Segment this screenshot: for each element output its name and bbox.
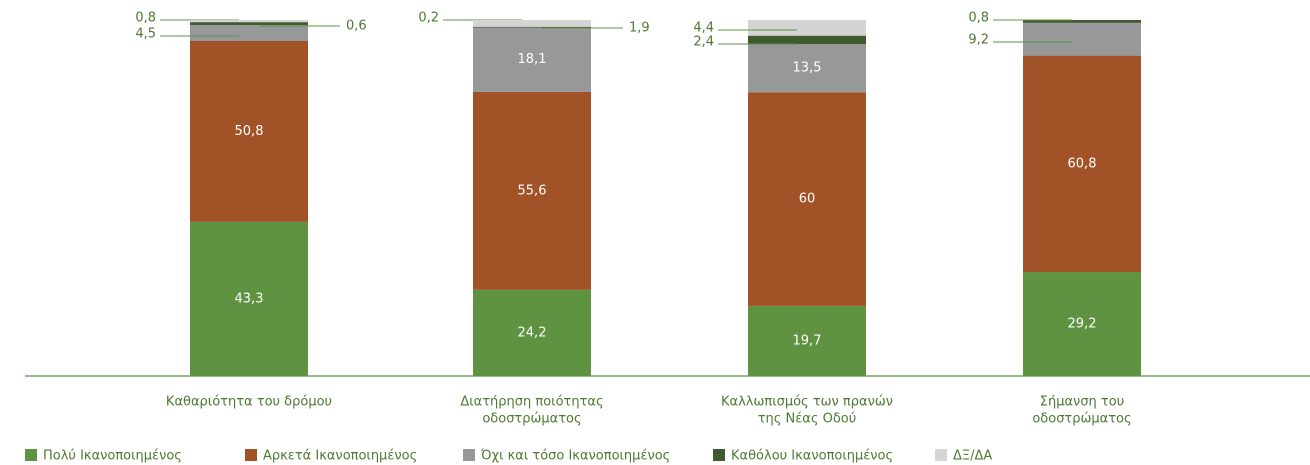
bar-segment xyxy=(748,305,866,376)
bar-segment xyxy=(473,91,591,290)
value-label: 60 xyxy=(799,192,816,207)
x-tick-label: οδοστρώματος xyxy=(1032,412,1131,427)
value-label: 0,8 xyxy=(135,11,156,26)
value-label: 55,6 xyxy=(518,183,547,198)
bar-segment xyxy=(190,24,308,42)
value-label: 18,1 xyxy=(518,52,547,67)
bar-segment xyxy=(190,22,308,25)
value-label: 2,4 xyxy=(693,35,714,50)
bar-segment xyxy=(473,27,591,92)
legend-label: Όχι και τόσο Ικανοποιημένος xyxy=(480,449,670,464)
value-label: 60,8 xyxy=(1068,156,1097,171)
value-label: 43,3 xyxy=(235,291,264,306)
value-label: 0,8 xyxy=(968,11,989,26)
bar-segment xyxy=(1023,55,1141,273)
bar-segment xyxy=(473,20,591,27)
bar-segment xyxy=(1023,272,1141,376)
legend-label: Αρκετά Ικανοποιημένος xyxy=(263,449,417,464)
value-label: 13,5 xyxy=(793,61,822,76)
x-tick-label: της Νέας Οδού xyxy=(758,412,857,427)
legend-swatch xyxy=(25,449,37,461)
bar-segment xyxy=(473,26,591,28)
legend-label: Πολύ Ικανοποιημένος xyxy=(43,449,182,464)
value-label: 24,2 xyxy=(518,325,547,340)
value-label: 0,2 xyxy=(418,11,439,26)
bar-segment xyxy=(1023,20,1141,23)
legend-label: ΔΞ/ΔΑ xyxy=(953,449,992,464)
value-label: 0,6 xyxy=(346,19,367,34)
bar-segment xyxy=(748,44,866,93)
legend-swatch xyxy=(713,449,725,461)
x-tick-label: Διατήρηση ποιότητας xyxy=(460,395,603,410)
bar-segment xyxy=(1023,22,1141,56)
legend-swatch xyxy=(935,449,947,461)
value-label: 19,7 xyxy=(793,333,822,348)
bar-segment xyxy=(748,35,866,45)
value-label: 4,4 xyxy=(693,21,714,36)
value-label: 50,8 xyxy=(235,124,264,139)
value-label: 29,2 xyxy=(1068,317,1097,332)
x-tick-label: οδοστρώματος xyxy=(482,412,581,427)
bar-segment xyxy=(473,289,591,376)
legend-label: Καθόλου Ικανοποιημένος xyxy=(731,449,893,464)
bar-segment xyxy=(190,20,308,23)
x-tick-label: Σήμανση του xyxy=(1040,395,1124,410)
legend-swatch xyxy=(245,449,257,461)
x-tick-label: Καθαριότητα του δρόμου xyxy=(166,395,332,410)
bar-segment xyxy=(190,221,308,376)
bar-segment xyxy=(190,41,308,222)
x-tick-label: Καλλωπισμός των πρανών xyxy=(721,395,893,410)
bar-segment xyxy=(748,92,866,306)
bar-segment xyxy=(748,20,866,36)
value-label: 9,2 xyxy=(968,33,989,48)
value-label: 1,9 xyxy=(629,21,650,36)
value-label: 4,5 xyxy=(135,27,156,42)
legend-swatch xyxy=(463,449,475,461)
